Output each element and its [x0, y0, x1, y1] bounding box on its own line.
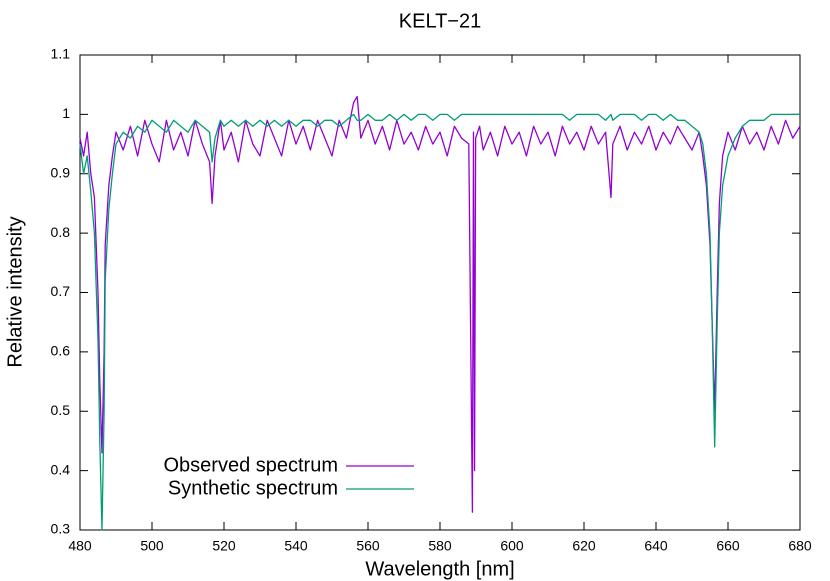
y-tick-label: 1.1: [51, 46, 71, 62]
x-tick-label: 640: [644, 538, 668, 554]
x-tick-label: 480: [68, 538, 92, 554]
chart-title: KELT−21: [399, 10, 481, 32]
x-tick-label: 600: [500, 538, 524, 554]
y-tick-label: 0.4: [51, 461, 71, 477]
x-tick-label: 560: [356, 538, 380, 554]
x-tick-label: 540: [284, 538, 308, 554]
x-tick-label: 680: [788, 538, 812, 554]
y-axis-label: Relative intensity: [4, 216, 26, 367]
legend-label: Observed spectrum: [163, 454, 338, 476]
y-tick-label: 0.3: [51, 521, 71, 537]
y-tick-label: 0.6: [51, 343, 71, 359]
x-tick-label: 500: [140, 538, 164, 554]
y-tick-label: 0.7: [51, 283, 71, 299]
y-tick-label: 0.9: [51, 164, 71, 180]
x-tick-label: 620: [572, 538, 596, 554]
x-axis-label: Wavelength [nm]: [365, 558, 514, 580]
series-line: [79, 113, 800, 531]
x-tick-label: 580: [428, 538, 452, 554]
y-tick-label: 1: [62, 105, 70, 121]
x-tick-label: 660: [716, 538, 740, 554]
legend-label: Synthetic spectrum: [168, 477, 338, 499]
series-line: [79, 95, 801, 513]
y-tick-label: 0.5: [51, 402, 71, 418]
y-tick-label: 0.8: [51, 224, 71, 240]
x-tick-label: 520: [212, 538, 236, 554]
